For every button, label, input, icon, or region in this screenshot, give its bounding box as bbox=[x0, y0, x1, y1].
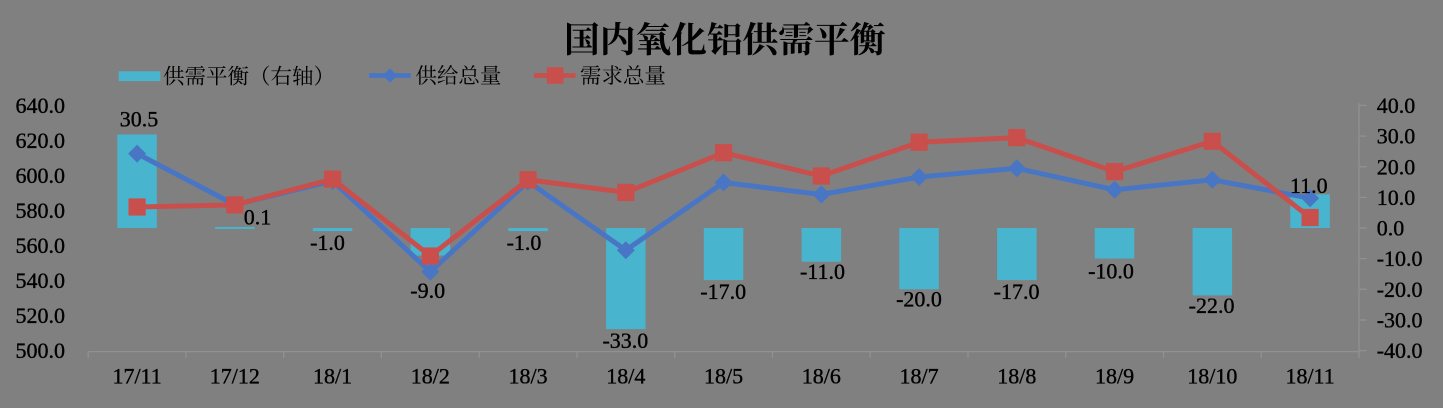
svg-text:18/2: 18/2 bbox=[411, 364, 450, 389]
svg-text:-10.0: -10.0 bbox=[1377, 246, 1423, 271]
svg-text:540.0: 540.0 bbox=[16, 268, 66, 293]
svg-text:0.0: 0.0 bbox=[1377, 216, 1405, 241]
svg-text:-17.0: -17.0 bbox=[700, 279, 746, 304]
svg-text:520.0: 520.0 bbox=[16, 303, 66, 328]
svg-text:-11.0: -11.0 bbox=[800, 259, 845, 284]
svg-text:18/6: 18/6 bbox=[802, 364, 841, 389]
svg-text:30.0: 30.0 bbox=[1377, 124, 1416, 149]
svg-text:-1.0: -1.0 bbox=[310, 230, 345, 255]
svg-text:560.0: 560.0 bbox=[16, 233, 66, 258]
svg-text:-9.0: -9.0 bbox=[410, 278, 445, 303]
svg-text:-10.0: -10.0 bbox=[1088, 259, 1134, 284]
svg-text:18/4: 18/4 bbox=[606, 364, 645, 389]
svg-text:18/7: 18/7 bbox=[900, 364, 939, 389]
svg-text:18/3: 18/3 bbox=[509, 364, 548, 389]
svg-text:18/10: 18/10 bbox=[1187, 364, 1237, 389]
svg-text:40.0: 40.0 bbox=[1377, 93, 1416, 118]
svg-text:11.0: 11.0 bbox=[1290, 173, 1328, 198]
svg-text:0.1: 0.1 bbox=[244, 205, 272, 230]
svg-text:500.0: 500.0 bbox=[16, 338, 66, 363]
svg-text:17/11: 17/11 bbox=[112, 364, 161, 389]
svg-text:640.0: 640.0 bbox=[16, 93, 66, 118]
svg-text:30.5: 30.5 bbox=[120, 107, 159, 132]
svg-text:18/9: 18/9 bbox=[1095, 364, 1134, 389]
svg-text:20.0: 20.0 bbox=[1377, 154, 1416, 179]
svg-text:620.0: 620.0 bbox=[16, 128, 66, 153]
svg-text:-40.0: -40.0 bbox=[1377, 338, 1423, 363]
svg-text:10.0: 10.0 bbox=[1377, 185, 1416, 210]
svg-text:-1.0: -1.0 bbox=[507, 230, 542, 255]
svg-text:-33.0: -33.0 bbox=[602, 328, 648, 353]
svg-text:-22.0: -22.0 bbox=[1189, 293, 1235, 318]
svg-text:18/8: 18/8 bbox=[997, 364, 1036, 389]
svg-text:18/11: 18/11 bbox=[1285, 364, 1334, 389]
svg-text:-17.0: -17.0 bbox=[994, 279, 1040, 304]
svg-text:-30.0: -30.0 bbox=[1377, 308, 1423, 333]
svg-text:18/1: 18/1 bbox=[313, 364, 352, 389]
svg-text:-20.0: -20.0 bbox=[1377, 277, 1423, 302]
svg-text:600.0: 600.0 bbox=[16, 163, 66, 188]
svg-text:17/12: 17/12 bbox=[210, 364, 260, 389]
svg-text:-20.0: -20.0 bbox=[896, 286, 942, 311]
svg-text:580.0: 580.0 bbox=[16, 198, 66, 223]
svg-text:18/5: 18/5 bbox=[704, 364, 743, 389]
